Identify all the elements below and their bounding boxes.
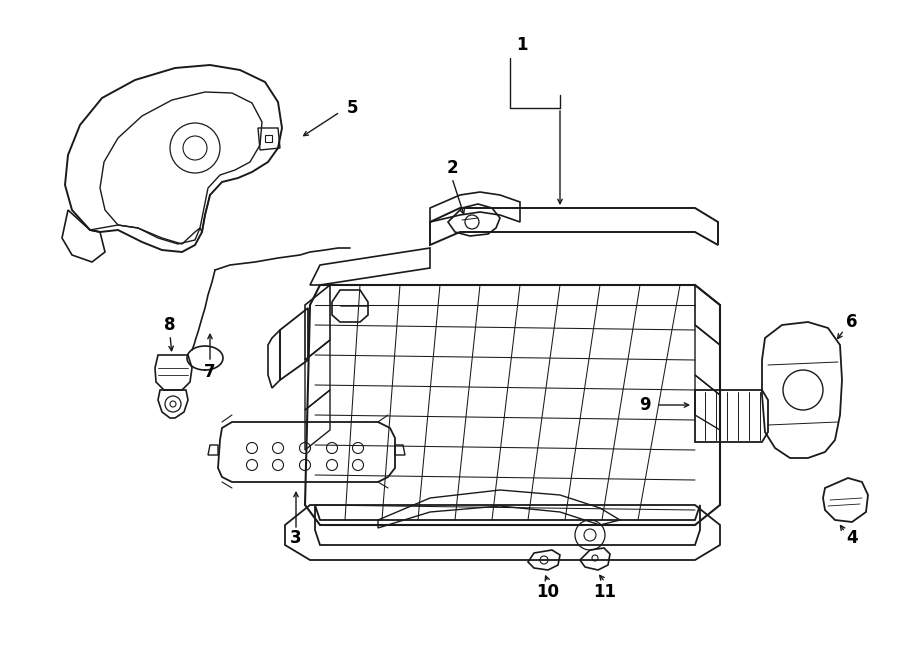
Text: 8: 8 [164,316,176,334]
Text: 10: 10 [536,583,560,601]
Text: 3: 3 [290,529,302,547]
Text: 6: 6 [846,313,858,331]
Text: 5: 5 [346,99,358,117]
Text: 1: 1 [517,36,527,54]
Text: 2: 2 [446,159,458,177]
Text: 7: 7 [204,363,216,381]
Text: 11: 11 [593,583,616,601]
Text: 4: 4 [846,529,858,547]
Text: 9: 9 [639,396,651,414]
